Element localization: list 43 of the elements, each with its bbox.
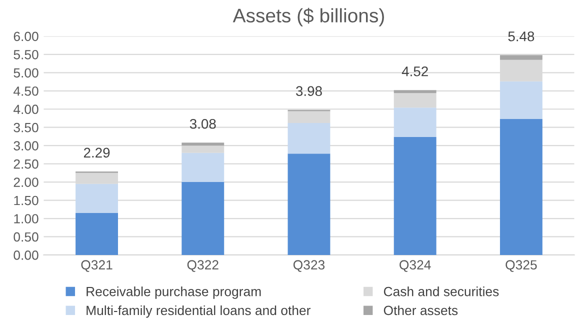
bar [182, 152, 224, 182]
y-tick-label: 4.00 [13, 104, 38, 114]
y-tick-label: 4.50 [13, 86, 38, 96]
bar [182, 182, 224, 255]
bar [288, 111, 330, 123]
bar [182, 142, 224, 146]
bar [288, 154, 330, 255]
y-tick-label: 5.00 [14, 68, 38, 78]
legend-label: Receivable purchase program [86, 286, 261, 299]
x-tick-label: Q321 [81, 260, 112, 272]
y-tick-label: 0.00 [14, 250, 38, 260]
bar [288, 122, 330, 154]
y-tick-label: 1.50 [14, 196, 38, 206]
total-label: 3.08 [190, 118, 216, 129]
legend-label: Cash and securities [384, 286, 499, 296]
x-tick-label: Q322 [187, 260, 218, 272]
y-tick-label: 3.00 [14, 141, 38, 150]
bar [500, 118, 542, 255]
total-label: 4.52 [402, 66, 428, 76]
bar [394, 108, 436, 137]
legend-label: Multi-family residential loans and other [86, 305, 310, 318]
bar [76, 213, 118, 255]
y-tick-label: 0.50 [14, 232, 38, 242]
x-tick-label: Q323 [293, 260, 325, 272]
x-tick-label: Q324 [400, 260, 431, 272]
y-tick-label: 1.00 [14, 214, 38, 224]
legend-label: Other assets [384, 305, 458, 316]
bar [500, 81, 542, 119]
total-label: 3.98 [296, 86, 322, 96]
total-label: 2.29 [84, 148, 110, 158]
y-tick-label: 6.00 [14, 32, 38, 42]
total-label: 5.48 [508, 31, 534, 42]
bar [500, 55, 542, 60]
chart-title: Assets ($ billions) [232, 8, 384, 26]
y-tick-label: 3.50 [14, 122, 38, 132]
y-tick-label: 2.00 [14, 178, 38, 187]
x-tick-label: Q325 [506, 260, 537, 272]
bar [394, 93, 436, 108]
y-tick-label: 2.50 [14, 159, 38, 169]
bar [394, 136, 436, 255]
bar [76, 184, 118, 214]
bar [394, 90, 436, 94]
y-tick-label: 5.50 [14, 50, 38, 60]
